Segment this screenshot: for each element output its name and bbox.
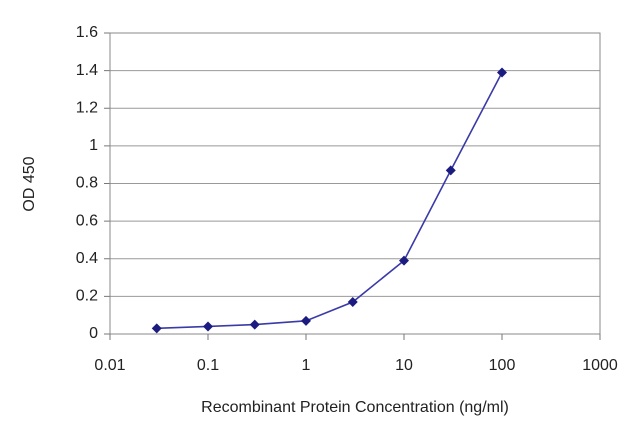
data-point <box>399 255 409 266</box>
y-tick-label: 0.8 <box>76 175 98 192</box>
y-tick-label: 1.6 <box>76 24 98 41</box>
plot-frame <box>109 32 601 335</box>
data-point <box>301 315 311 326</box>
x-tick-label: 1000 <box>582 357 618 374</box>
y-tick-label: 0.6 <box>76 212 98 229</box>
data-line <box>156 72 503 330</box>
data-point <box>151 323 162 334</box>
data-point <box>497 67 507 78</box>
x-tick-label: 100 <box>489 357 516 374</box>
x-tick-label: 1 <box>302 357 311 374</box>
y-tick-label: 0.2 <box>76 288 98 305</box>
x-tick-label: 0.1 <box>197 357 219 374</box>
data-point <box>445 165 456 176</box>
x-tick-label: 10 <box>395 357 413 374</box>
data-point <box>203 321 213 332</box>
y-axis-label: OD 450 <box>21 156 38 211</box>
y-tick-label: 1.4 <box>76 62 98 79</box>
y-tick-label: 0 <box>89 325 98 342</box>
data-point <box>249 319 260 330</box>
x-axis-label: Recombinant Protein Concentration (ng/ml… <box>201 399 509 416</box>
data-point <box>347 297 358 308</box>
y-tick-label: 0.4 <box>76 250 98 267</box>
x-tick-label: 0.01 <box>94 357 125 374</box>
y-tick-label: 1 <box>89 137 98 154</box>
y-tick-label: 1.2 <box>76 99 98 116</box>
